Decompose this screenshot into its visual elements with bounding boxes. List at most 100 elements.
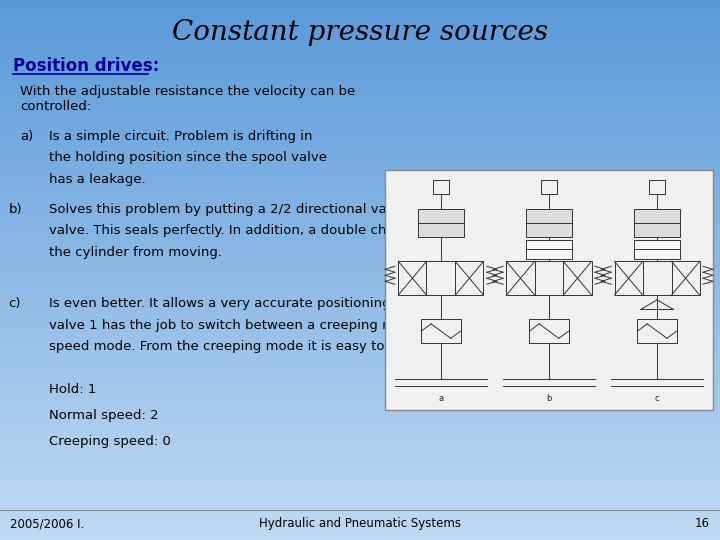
Bar xyxy=(0,194,720,195)
Bar xyxy=(0,279,720,280)
Bar xyxy=(0,240,720,241)
Bar xyxy=(0,267,720,268)
Bar xyxy=(0,221,720,222)
Bar xyxy=(0,265,720,266)
Bar xyxy=(0,218,720,219)
Bar xyxy=(0,392,720,393)
Text: valve. This seals perfectly. In addition, a double check valve prevents: valve. This seals perfectly. In addition… xyxy=(49,224,513,237)
Bar xyxy=(0,356,720,357)
Bar xyxy=(0,526,720,527)
Bar xyxy=(0,337,720,338)
Bar xyxy=(0,341,720,342)
Bar xyxy=(0,483,720,484)
Bar xyxy=(0,187,720,188)
Bar xyxy=(0,517,720,518)
Bar xyxy=(0,414,720,415)
Bar xyxy=(0,107,720,108)
Text: Is a simple circuit. Problem is drifting in: Is a simple circuit. Problem is drifting… xyxy=(49,130,312,143)
Bar xyxy=(0,316,720,318)
Bar xyxy=(0,402,720,403)
Bar xyxy=(0,191,720,192)
Bar xyxy=(0,122,720,123)
Bar xyxy=(0,238,720,239)
Bar xyxy=(0,278,720,279)
Bar xyxy=(418,208,464,238)
Text: b: b xyxy=(546,394,552,403)
Bar xyxy=(0,99,720,100)
Bar xyxy=(0,537,720,538)
Bar xyxy=(0,269,720,270)
Bar xyxy=(0,28,720,29)
Bar xyxy=(0,292,720,293)
Bar xyxy=(0,300,720,301)
Bar xyxy=(0,227,720,228)
Bar xyxy=(0,384,720,386)
Bar xyxy=(0,415,720,416)
Bar xyxy=(0,195,720,197)
Bar xyxy=(0,302,720,303)
Bar xyxy=(0,151,720,152)
Bar xyxy=(0,212,720,213)
Bar xyxy=(0,342,720,343)
Bar xyxy=(0,286,720,287)
Bar xyxy=(0,391,720,392)
Bar xyxy=(0,523,720,524)
Bar xyxy=(0,448,720,449)
Bar xyxy=(0,157,720,158)
Bar xyxy=(0,229,720,230)
Bar xyxy=(0,205,720,206)
Bar xyxy=(0,149,720,150)
Bar xyxy=(0,440,720,441)
Text: the cylinder from moving.: the cylinder from moving. xyxy=(49,246,222,259)
Bar xyxy=(0,320,720,321)
Bar xyxy=(0,198,720,199)
Bar xyxy=(0,459,720,460)
Bar xyxy=(0,21,720,22)
Bar xyxy=(0,170,720,171)
Bar xyxy=(0,353,720,354)
Bar xyxy=(0,147,720,148)
Bar xyxy=(0,379,720,380)
Bar xyxy=(0,485,720,486)
Bar xyxy=(0,284,720,285)
Bar xyxy=(0,327,720,328)
Bar xyxy=(0,288,720,289)
Bar xyxy=(0,312,720,313)
Bar xyxy=(0,453,720,454)
Bar xyxy=(0,374,720,375)
Bar xyxy=(0,231,720,232)
Bar xyxy=(0,226,720,227)
Bar xyxy=(0,51,720,52)
Bar xyxy=(0,216,720,217)
Bar xyxy=(0,126,720,127)
Bar xyxy=(0,241,720,242)
Bar xyxy=(0,58,720,59)
Bar xyxy=(0,503,720,504)
Bar xyxy=(0,79,720,80)
Bar xyxy=(0,41,720,42)
Text: a): a) xyxy=(20,130,33,143)
Bar xyxy=(0,15,720,16)
Text: 16: 16 xyxy=(695,517,710,530)
Bar xyxy=(0,519,720,521)
Bar xyxy=(421,319,461,343)
Bar xyxy=(0,30,720,31)
Bar xyxy=(0,120,720,121)
Bar xyxy=(0,90,720,91)
Bar xyxy=(0,399,720,400)
Bar xyxy=(0,159,720,160)
Bar xyxy=(0,162,720,163)
Bar xyxy=(0,486,720,487)
Bar xyxy=(0,65,720,66)
Bar xyxy=(0,66,720,67)
Bar xyxy=(0,242,720,243)
Bar xyxy=(0,138,720,139)
Bar xyxy=(0,423,720,424)
Bar xyxy=(0,125,720,126)
Bar xyxy=(0,273,720,274)
Bar xyxy=(0,31,720,32)
Bar xyxy=(0,397,720,399)
Bar xyxy=(0,171,720,172)
Bar xyxy=(0,73,720,75)
Bar xyxy=(0,372,720,373)
